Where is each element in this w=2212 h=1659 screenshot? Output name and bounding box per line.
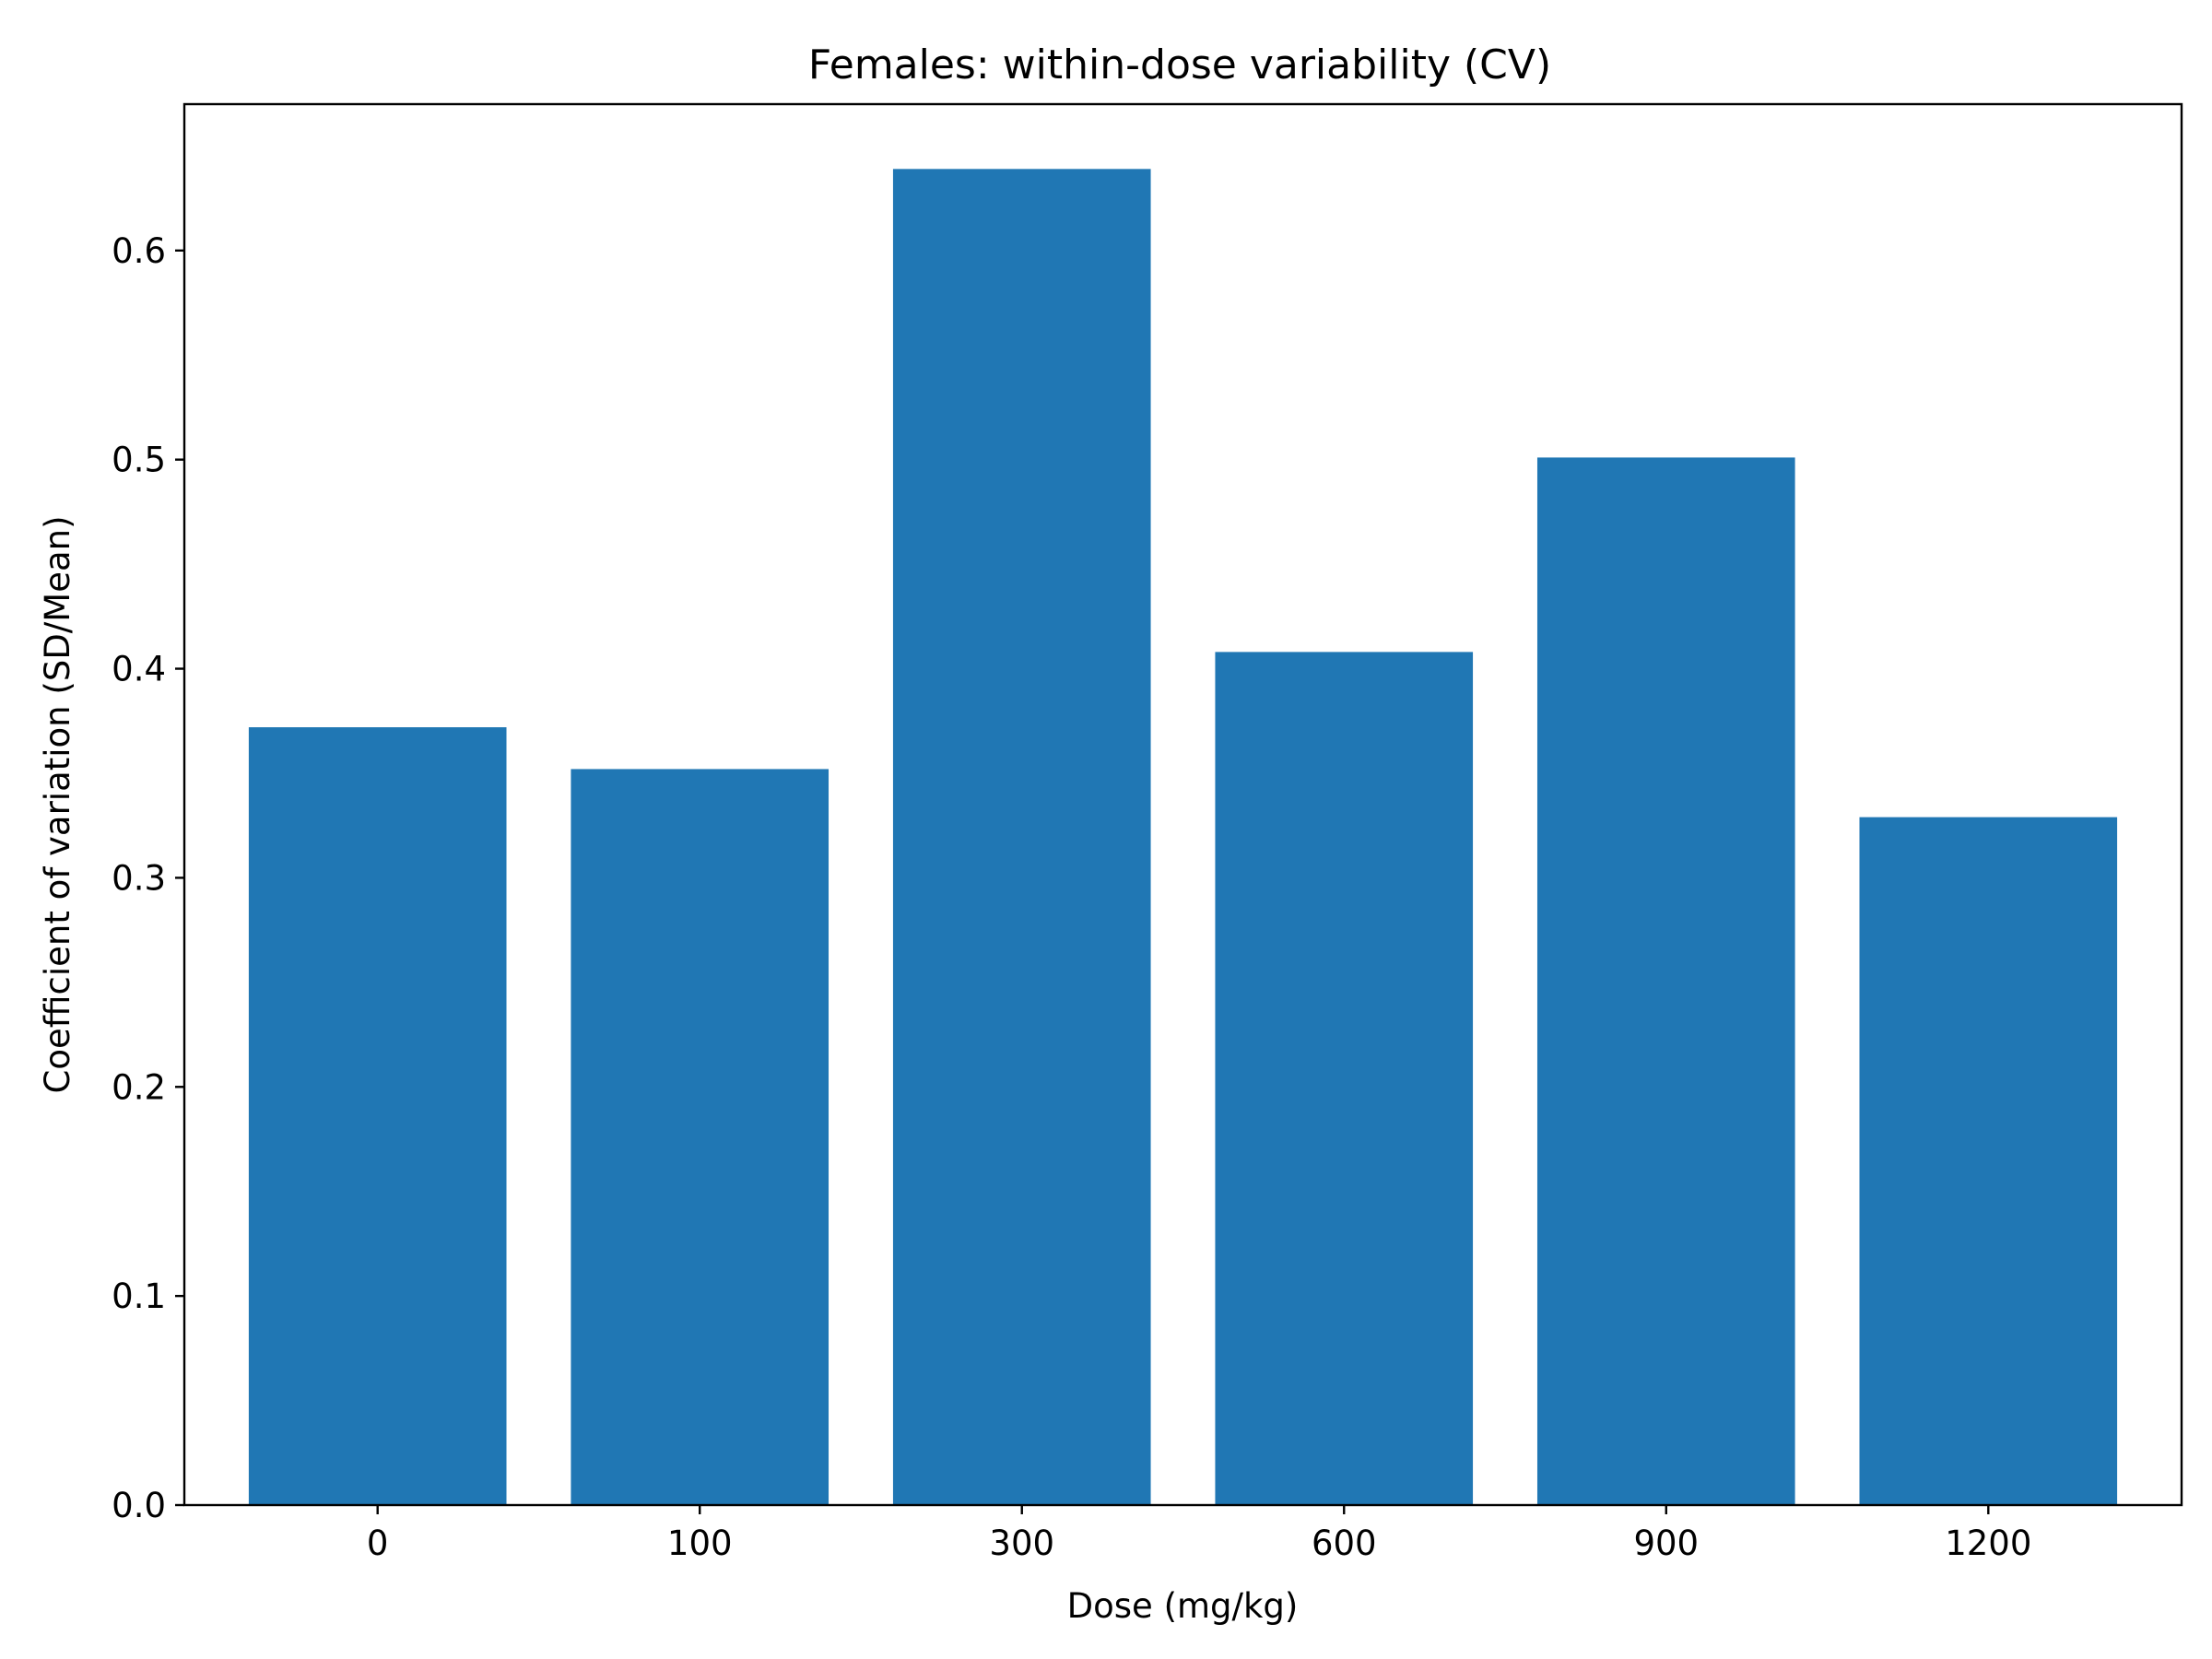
x-tick-label: 600 (1312, 1524, 1377, 1563)
y-tick-label: 0.1 (112, 1277, 166, 1316)
chart-title: Females: within-dose variability (CV) (808, 41, 1551, 88)
x-axis-ticks: 0 100 300 600 900 1200 (367, 1505, 2031, 1563)
plot-frame (182, 102, 2183, 1507)
bar-300 (892, 169, 1151, 1506)
x-tick-label: 100 (667, 1524, 733, 1563)
bar-0 (248, 727, 507, 1505)
y-tick-label: 0.6 (112, 231, 166, 271)
x-tick-label: 1200 (1945, 1524, 2031, 1563)
bar-100 (571, 769, 830, 1505)
y-tick-label: 0.2 (112, 1067, 166, 1107)
x-tick-label: 300 (989, 1524, 1054, 1563)
y-tick-label: 0.3 (112, 858, 166, 898)
y-tick-label: 0.5 (112, 441, 166, 480)
y-tick-label: 0.4 (112, 650, 166, 689)
bars-layer (248, 169, 2118, 1506)
x-axis-label: Dose (mg/kg) (1067, 1586, 1299, 1626)
bar-900 (1536, 457, 1795, 1505)
y-axis-ticks: 0.0 0.1 0.2 0.3 0.4 0.5 0.6 (112, 231, 184, 1525)
bar-1200 (1859, 817, 2118, 1505)
y-tick-label: 0.0 (112, 1486, 166, 1525)
y-axis-label: Coefficient of variation (SD/Mean) (38, 515, 77, 1093)
x-tick-label: 900 (1633, 1524, 1699, 1563)
bar-600 (1215, 652, 1474, 1505)
x-tick-label: 0 (367, 1524, 389, 1563)
